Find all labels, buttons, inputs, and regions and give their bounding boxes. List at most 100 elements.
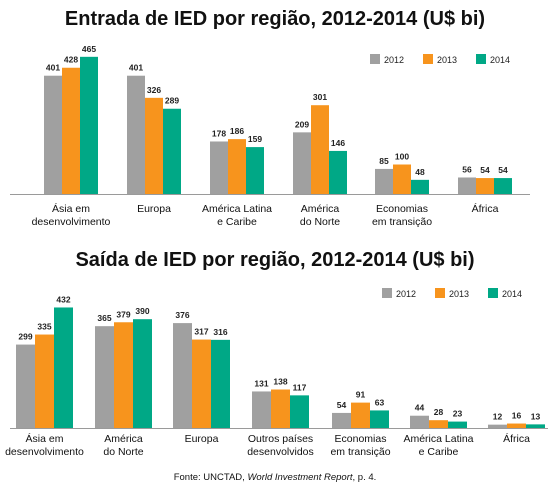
bar-2013 <box>35 334 54 428</box>
bar-2013 <box>271 389 290 428</box>
bar-2012 <box>16 344 35 428</box>
bar-2012 <box>173 323 192 428</box>
value-label: 390 <box>135 306 149 316</box>
bar-2012 <box>458 177 476 194</box>
value-label: 131 <box>254 378 268 388</box>
category-label: desenvolvimento <box>32 216 111 228</box>
legend: 2012 2013 2014 <box>370 54 510 65</box>
value-label: 159 <box>248 134 262 144</box>
category-label: Europa <box>185 433 219 445</box>
category-label: África <box>503 432 530 445</box>
value-label: 289 <box>165 96 179 106</box>
value-label: 178 <box>212 128 226 138</box>
bar-2013 <box>192 339 211 428</box>
category-label: desenvolvidos <box>247 446 314 458</box>
value-label: 54 <box>480 165 490 175</box>
bar-2014 <box>526 424 545 428</box>
bar-2014 <box>54 307 73 428</box>
value-label: 365 <box>97 313 111 323</box>
value-label: 379 <box>116 309 130 319</box>
bar-2014 <box>494 178 512 194</box>
legend-label-2012: 2012 <box>384 55 404 65</box>
value-label: 299 <box>18 332 32 342</box>
value-label: 44 <box>415 403 425 413</box>
bar-2012 <box>293 132 311 194</box>
category-label: Ásia em <box>52 202 90 215</box>
value-label: 317 <box>194 327 208 337</box>
category-label: África <box>472 202 499 215</box>
value-label: 63 <box>375 397 385 407</box>
value-label: 186 <box>230 126 244 136</box>
category-label: do Norte <box>300 216 340 228</box>
category-label: em transição <box>372 216 432 228</box>
category-label: América <box>104 433 143 445</box>
category-label: Europa <box>137 203 171 215</box>
bar-2014 <box>211 339 230 428</box>
value-label: 209 <box>295 119 309 129</box>
value-label: 54 <box>498 165 508 175</box>
value-label: 23 <box>453 409 463 419</box>
legend-swatch-2014 <box>476 54 486 64</box>
legend-label-2014: 2014 <box>502 289 522 299</box>
category-label: e Caribe <box>217 216 257 228</box>
value-label: 428 <box>64 55 78 65</box>
value-label: 301 <box>313 92 327 102</box>
legend-label-2013: 2013 <box>449 289 469 299</box>
bar-2012 <box>44 75 62 194</box>
value-label: 54 <box>337 400 347 410</box>
bar-2014 <box>329 150 347 194</box>
value-label: 138 <box>273 376 287 386</box>
bar-2013 <box>507 423 526 428</box>
category-label: América Latina <box>403 433 473 445</box>
value-label: 432 <box>56 294 70 304</box>
category-label: Ásia em <box>26 432 64 445</box>
category-label: desenvolvimento <box>5 446 84 458</box>
bar-2012 <box>410 415 429 428</box>
category-label: Outros países <box>248 433 313 445</box>
bar-2013 <box>62 67 80 194</box>
value-label: 401 <box>46 63 60 73</box>
bar-2014 <box>163 108 181 194</box>
value-label: 335 <box>37 322 51 332</box>
value-label: 326 <box>147 85 161 95</box>
bar-2014 <box>290 395 309 428</box>
bar-2013 <box>145 97 163 194</box>
bar-2012 <box>375 168 393 194</box>
value-label: 465 <box>82 44 96 54</box>
chart-title: Entrada de IED por região, 2012-2014 (U$… <box>65 8 485 30</box>
category-label: América Latina <box>202 203 272 215</box>
value-label: 117 <box>293 382 307 392</box>
legend-swatch-2013 <box>423 54 433 64</box>
legend-swatch-2012 <box>382 288 392 298</box>
category-label: em transição <box>330 446 390 458</box>
bar-2012 <box>127 75 145 194</box>
bar-2013 <box>476 178 494 194</box>
value-label: 12 <box>493 412 503 422</box>
bar-2013 <box>429 420 448 428</box>
legend-label-2014: 2014 <box>490 55 510 65</box>
value-label: 16 <box>512 411 522 421</box>
bar-2014 <box>80 56 98 195</box>
value-label: 28 <box>434 407 444 417</box>
value-label: 13 <box>531 411 541 421</box>
inflow-chart: Entrada de IED por região, 2012-2014 (U$… <box>10 8 530 228</box>
category-label: e Caribe <box>419 446 459 458</box>
bar-2013 <box>393 164 411 194</box>
bar-2012 <box>95 326 114 428</box>
bar-2013 <box>311 105 329 194</box>
value-label: 48 <box>415 167 425 177</box>
bar-2012 <box>332 412 351 428</box>
value-label: 56 <box>462 164 472 174</box>
category-label: do Norte <box>103 446 143 458</box>
outflow-chart: Saída de IED por região, 2012-2014 (U$ b… <box>5 249 548 458</box>
bar-2014 <box>133 319 152 428</box>
value-label: 100 <box>395 152 409 162</box>
value-label: 376 <box>175 310 189 320</box>
bar-2013 <box>228 139 246 194</box>
legend-swatch-2012 <box>370 54 380 64</box>
legend-label-2013: 2013 <box>437 55 457 65</box>
bar-2013 <box>114 322 133 428</box>
bar-2013 <box>351 402 370 428</box>
bar-2014 <box>246 147 264 194</box>
